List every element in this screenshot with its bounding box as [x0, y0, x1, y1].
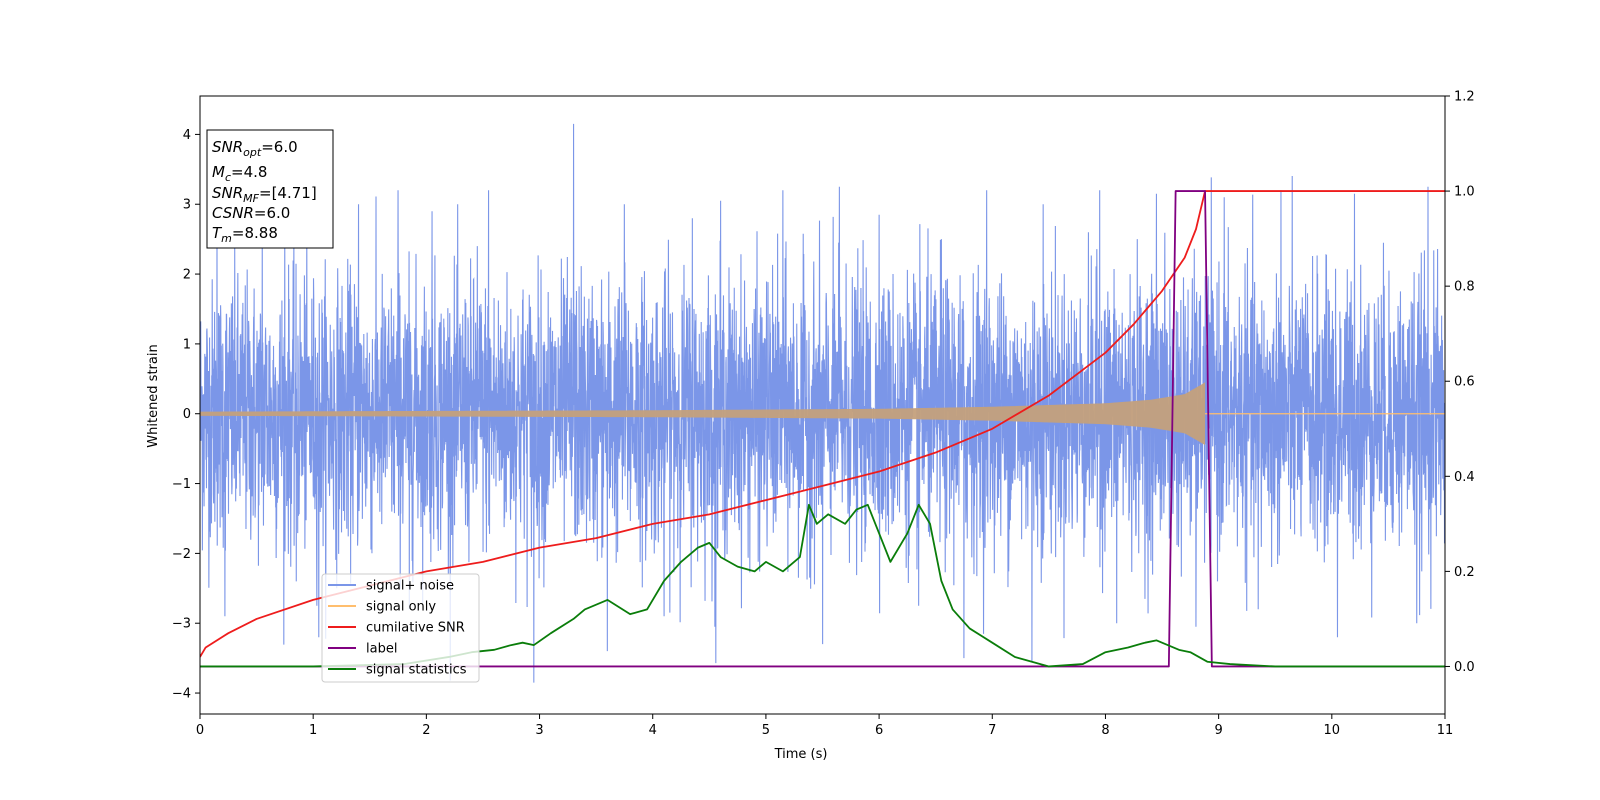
y-tick-label: 4: [183, 128, 191, 143]
y-tick-label: −1: [172, 477, 191, 492]
y-tick-label: 3: [183, 198, 191, 213]
y-tick-label: −3: [172, 617, 191, 632]
y2-tick-label: 0.4: [1454, 470, 1475, 485]
legend: signal+ noise signal only cumilative SNR la…: [321, 573, 480, 683]
x-axis-label: Time (s): [774, 747, 828, 762]
annotation-frame: [206, 129, 334, 249]
y-tick-label: −4: [172, 687, 191, 702]
legend-label: label: [366, 642, 397, 657]
legend-label: cumilative SNR: [366, 621, 465, 636]
x-tick-label: 6: [875, 723, 883, 738]
x-tick-label: 10: [1324, 723, 1341, 738]
y-axis-label: Whitened strain: [146, 344, 161, 447]
annotation-line: SNRopt=6.0: [212, 138, 298, 159]
legend-label: signal statistics: [366, 663, 467, 678]
x-tick-label: 3: [535, 723, 543, 738]
x-tick-label: 8: [1101, 723, 1109, 738]
x-tick-label: 7: [988, 723, 996, 738]
x-tick-label: 1: [309, 723, 317, 738]
y-tick-label: 2: [183, 268, 191, 283]
annotation-line: SNRMF=[4.71]: [212, 184, 317, 205]
y-tick-label: 0: [183, 407, 191, 422]
series-signal-noise: [200, 123, 1445, 683]
legend-frame: [321, 573, 480, 683]
annotation-line: CSNR=6.0: [212, 204, 290, 222]
x-tick-label: 11: [1437, 723, 1454, 738]
x-tick-label: 0: [196, 723, 204, 738]
x-tick-label: 4: [649, 723, 657, 738]
annotation-line: Tm=8.88: [212, 224, 278, 245]
annotation-line: Mc=4.8: [212, 163, 267, 184]
y2-tick-label: 0.2: [1454, 565, 1475, 580]
y-tick-label: 1: [183, 337, 191, 352]
x-tick-label: 5: [762, 723, 770, 738]
legend-label: signal+ noise: [366, 579, 454, 594]
x-tick-label: 2: [422, 723, 430, 738]
series-signal-only: [200, 382, 1206, 446]
y2-tick-label: 0.0: [1454, 660, 1475, 675]
series-signal-statistics: [200, 503, 1445, 668]
legend-label: signal only: [366, 600, 436, 615]
y2-tick-label: 0.6: [1454, 375, 1475, 390]
series-label: [200, 190, 1445, 668]
plot-frame: [199, 95, 1446, 715]
y2-tick-label: 1.0: [1454, 185, 1475, 200]
x-tick-label: 9: [1214, 723, 1222, 738]
y-tick-label: −2: [172, 547, 191, 562]
y2-tick-label: 1.2: [1454, 90, 1475, 105]
y2-tick-label: 0.8: [1454, 280, 1475, 295]
